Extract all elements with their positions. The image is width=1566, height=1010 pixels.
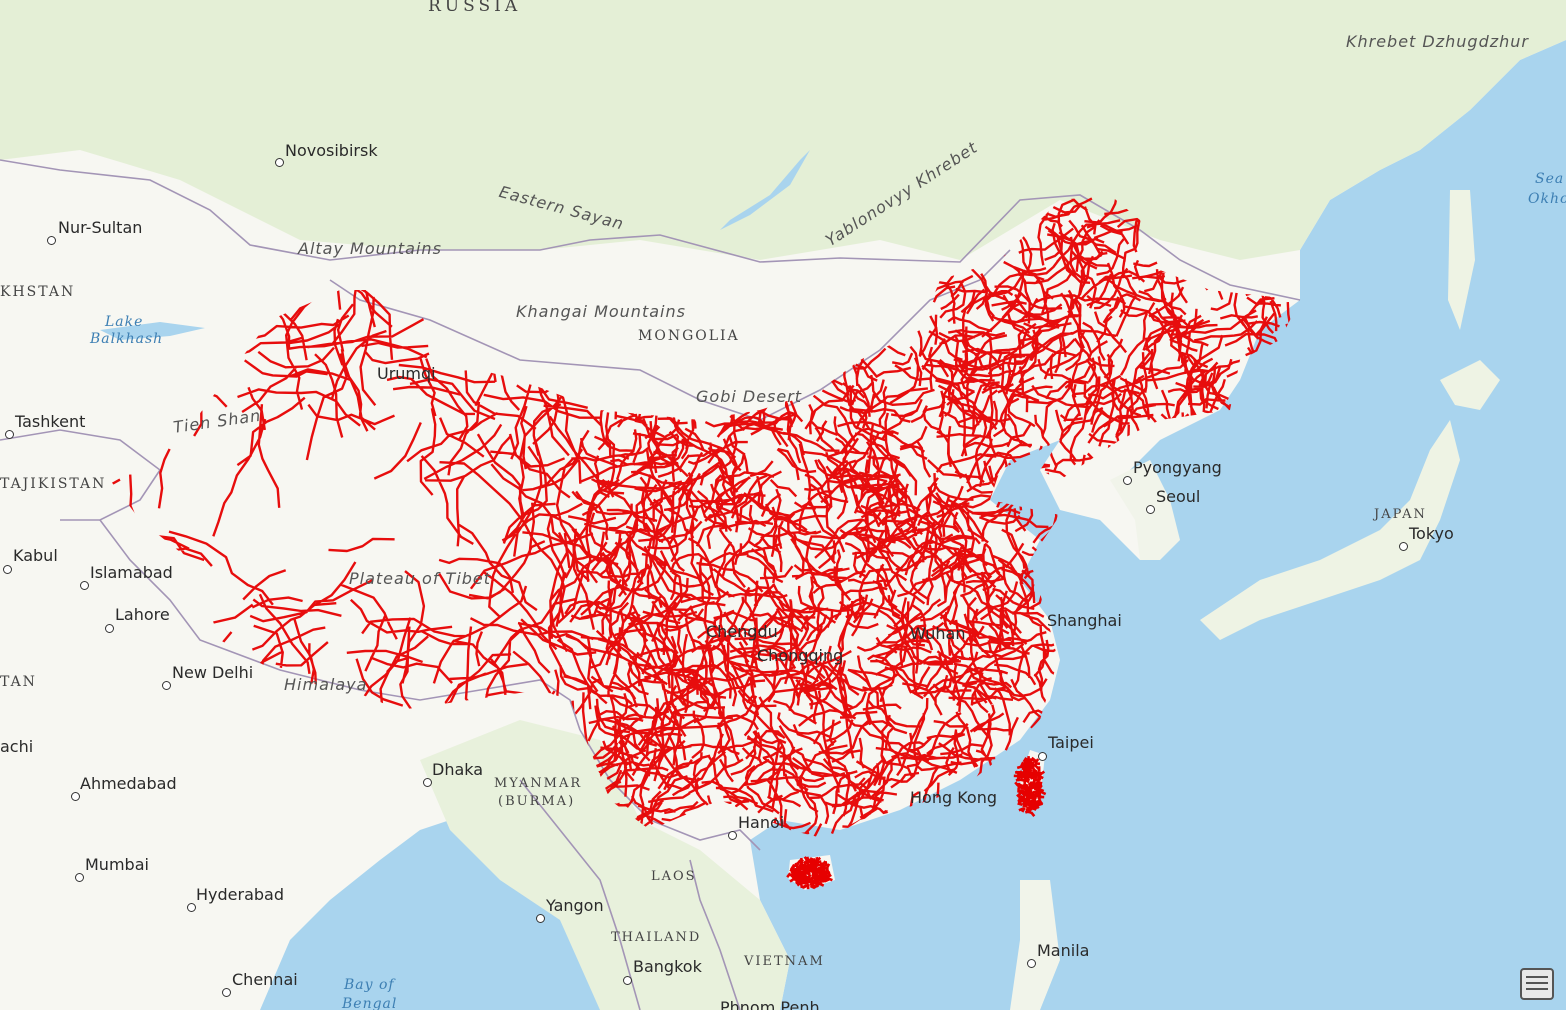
label-kazakhstan: KHSTAN [0,284,76,300]
city-tashkent: Tashkent [15,412,86,431]
lake-baikal [720,150,810,230]
country-borders [0,159,1301,1010]
label-sea-okhotsk-1: Sea [1535,171,1565,187]
city-chennai: Chennai [232,970,298,989]
label-russia: RUSSIA [428,0,522,16]
label-vietnam: VIETNAM [744,954,825,969]
label-sea-okhotsk-2: Okho [1528,191,1566,207]
label-tajikistan: TAJIKISTAN [0,476,107,492]
city-marker-mumbai[interactable] [75,873,84,882]
city-shanghai: Shanghai [1047,611,1122,630]
land-japan [1200,420,1460,640]
city-marker-nur-sultan[interactable] [47,236,56,245]
city-marker-hanoi[interactable] [728,831,737,840]
label-bay-bengal-1: Bay of [344,977,395,993]
city-urumqi: Urumqi [377,364,436,383]
label-thailand: THAILAND [611,930,702,945]
city-kabul: Kabul [13,546,58,565]
city-novosibirsk: Novosibirsk [285,141,378,160]
city-marker-taipei[interactable] [1038,752,1047,761]
city-marker-chennai[interactable] [222,988,231,997]
city-mumbai: Mumbai [85,855,149,874]
city-marker-bangkok[interactable] [623,976,632,985]
city-wuhan: Wuhan [910,624,966,643]
overview-map-icon[interactable] [1520,968,1554,1000]
city-marker-dhaka[interactable] [423,778,432,787]
city-hyderabad: Hyderabad [196,885,284,904]
lake-balkhash [100,322,205,340]
road-network-taiwan [1013,755,1047,818]
city-marker-novosibirsk[interactable] [275,158,284,167]
city-marker-ahmedabad[interactable] [71,792,80,801]
city-marker-kabul[interactable] [3,565,12,574]
label-laos: LAOS [651,869,697,884]
city-bangkok: Bangkok [633,957,702,976]
city-hong-kong: Hong Kong [910,788,997,807]
city-karachi: achi [0,737,34,756]
label-mongolia: MONGOLIA [638,328,740,344]
label-gobi: Gobi Desert [696,387,803,406]
city-chengdu: Chengdu [706,622,778,641]
city-yangon: Yangon [546,896,604,915]
city-marker-seoul[interactable] [1146,505,1155,514]
city-marker-tashkent[interactable] [5,430,14,439]
label-lake-balkhash-2: Balkhash [90,331,164,347]
land-hokkaido [1440,360,1500,410]
city-islamabad: Islamabad [90,563,173,582]
label-myanmar: MYANMAR [494,776,583,791]
label-plateau-tibet: Plateau of Tibet [349,569,492,588]
city-lahore: Lahore [115,605,170,624]
land-vegetation-south [420,720,790,1010]
label-pakistan: TAN [0,674,37,690]
label-lake-balkhash-1: Lake [105,314,144,330]
road-segments [110,195,1300,840]
city-manila: Manila [1037,941,1090,960]
label-khangai: Khangai Mountains [516,302,686,321]
city-phnom-penh: Phnom Penh [720,998,820,1010]
land-philippines [1010,880,1060,1010]
city-hanoi: Hanoi [738,813,785,832]
city-marker-manila[interactable] [1027,959,1036,968]
label-altay: Altay Mountains [298,239,442,258]
city-pyongyang: Pyongyang [1133,458,1222,477]
city-marker-new-delhi[interactable] [162,681,171,690]
city-marker-tokyo[interactable] [1399,542,1408,551]
label-himalaya: Himalaya [284,675,368,694]
label-bay-bengal-2: Bengal [342,996,398,1010]
label-japan: JAPAN [1374,507,1427,522]
city-marker-lahore[interactable] [105,624,114,633]
land-sakhalin [1448,190,1475,330]
label-burma: (BURMA) [498,794,576,809]
city-chongqing: Chongqing [757,646,844,665]
land-korea [1110,460,1180,560]
city-marker-islamabad[interactable] [80,581,89,590]
city-tokyo: Tokyo [1409,524,1454,543]
city-ahmedabad: Ahmedabad [80,774,177,793]
city-marker-pyongyang[interactable] [1123,476,1132,485]
road-network-hainan [786,856,833,890]
city-taipei: Taipei [1048,733,1094,752]
city-seoul: Seoul [1156,487,1201,506]
city-dhaka: Dhaka [432,760,484,779]
city-nur-sultan: Nur-Sultan [58,218,143,237]
road-network-dense [110,195,1300,840]
label-khrebet-dzhugdzhur: Khrebet Dzhugdzhur [1346,32,1529,51]
city-new-delhi: New Delhi [172,663,254,682]
city-marker-yangon[interactable] [536,914,545,923]
land-vegetation-north [0,0,1566,260]
city-marker-hyderabad[interactable] [187,903,196,912]
